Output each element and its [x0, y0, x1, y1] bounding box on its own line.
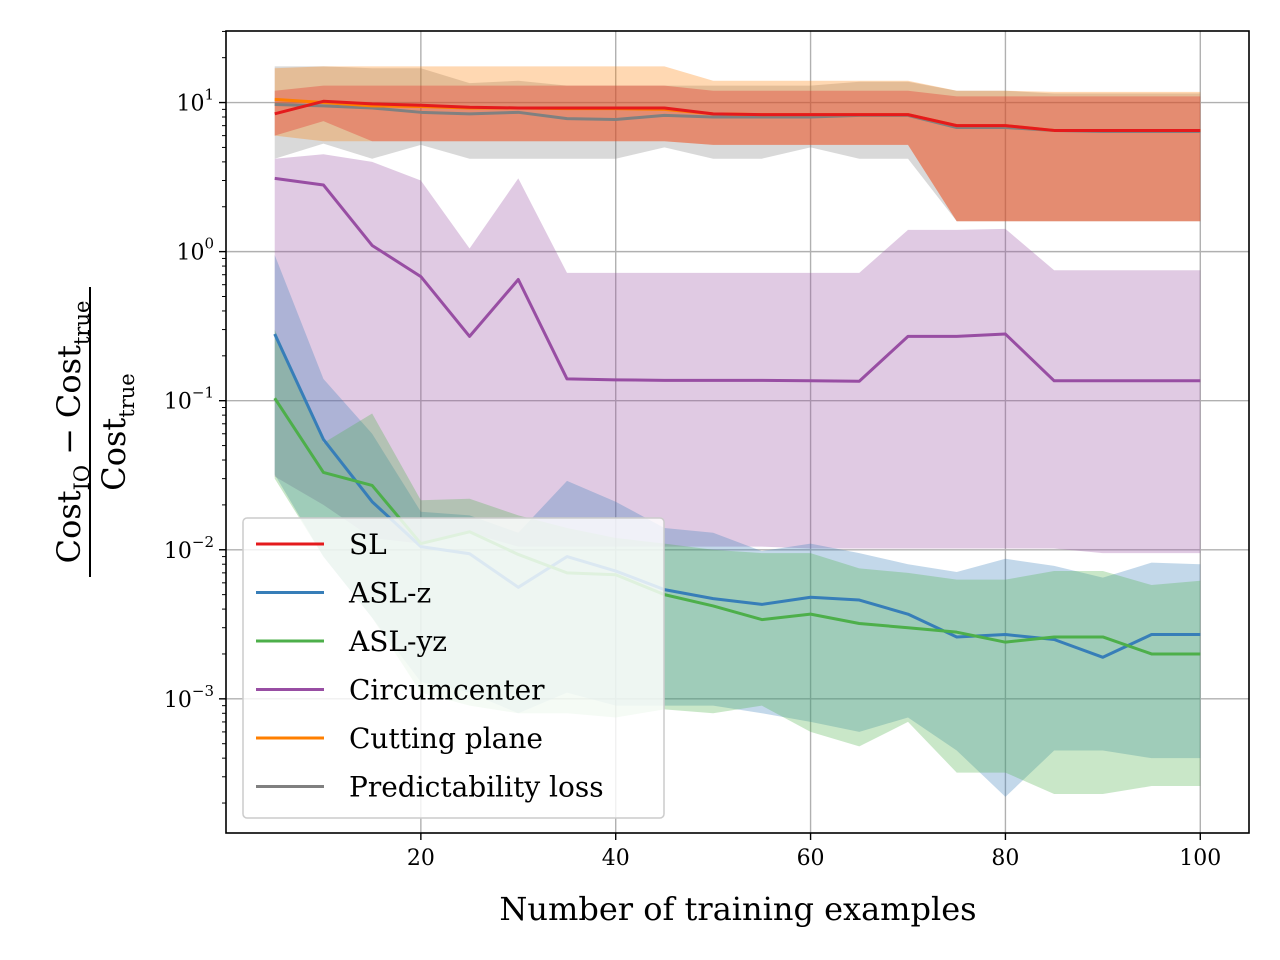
grid — [226, 31, 1249, 833]
legend-label-cutting-plane: Cutting plane — [349, 722, 543, 755]
legend-label-sl: SL — [349, 528, 387, 561]
y-tick-label: 101 — [176, 86, 214, 117]
x-axis-title: Number of training examples — [499, 890, 976, 928]
axis-ticks: 20 40 60 80 100 10−3 10−2 10−1 100 101 — [164, 30, 1221, 871]
y-tick-label: 100 — [176, 235, 214, 266]
y-tick-label: 10−2 — [164, 533, 214, 564]
band-predictability-loss — [274, 66, 1201, 222]
y-axis-title: CostIO−Costtrue Costtrue — [50, 287, 139, 577]
line-sl — [274, 99, 1201, 132]
legend-label-asl-yz: ASL-yz — [348, 625, 447, 658]
legend-label-circumcenter: Circumcenter — [349, 674, 545, 707]
band-cutting-plane — [274, 66, 1201, 222]
plot-frame — [225, 30, 1250, 834]
legend-label-predictability-loss: Predictability loss — [349, 771, 604, 804]
x-tick-label: 80 — [991, 846, 1019, 871]
legend: SL ASL-z ASL-yz Circumcenter Cutting plane Pr… — [242, 517, 665, 819]
line-circumcenter — [274, 176, 1201, 383]
band-sl — [274, 85, 1201, 222]
x-tick-label: 40 — [602, 846, 630, 871]
band-circumcenter — [274, 154, 1201, 554]
x-tick-label: 20 — [407, 846, 435, 871]
y-axis-title-numerator: CostIO−Costtrue — [50, 301, 94, 564]
x-tick-label: 100 — [1179, 846, 1221, 871]
y-tick-label: 10−1 — [164, 384, 214, 415]
y-tick-label: 10−3 — [164, 682, 214, 713]
x-tick-label: 60 — [797, 846, 825, 871]
legend-label-asl-z: ASL-z — [348, 577, 431, 610]
y-axis-title-denominator: Costtrue — [95, 373, 139, 490]
legend-box — [242, 517, 665, 819]
